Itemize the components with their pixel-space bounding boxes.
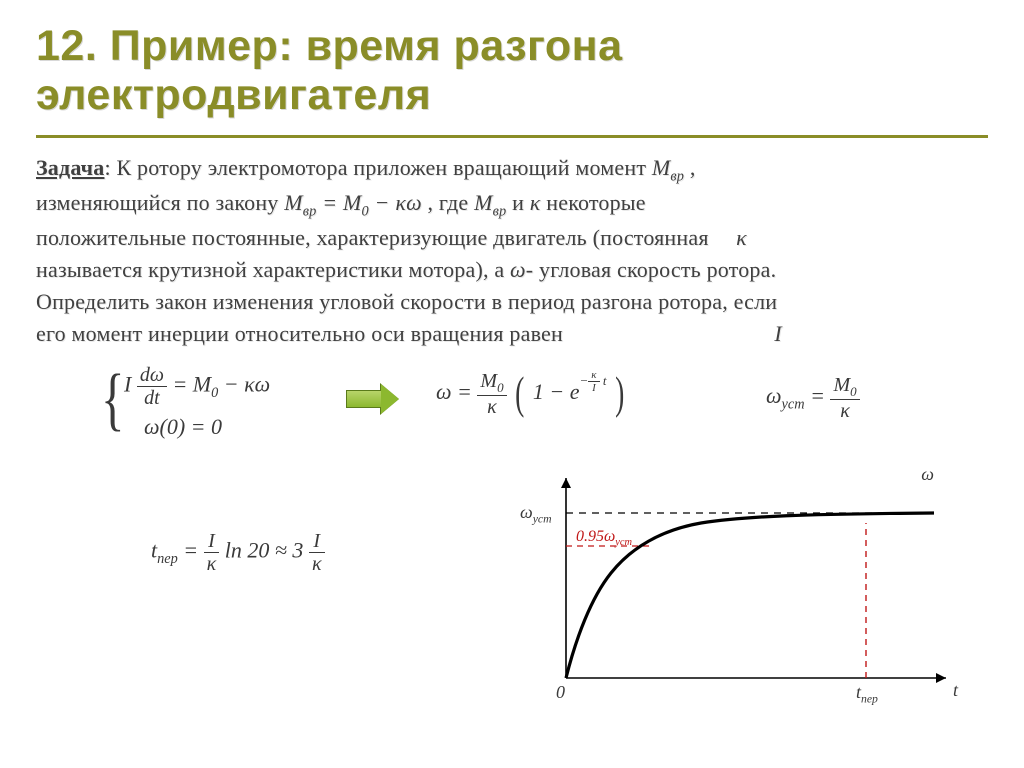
tper-label: tпер <box>856 682 878 706</box>
eq-tper: tпер = I κ ln 20 ≈ 3 I κ <box>151 530 325 575</box>
arrow-icon <box>346 384 400 414</box>
eq-solution: ω = M0 κ ( 1 − e−κI t ) <box>436 370 627 418</box>
p6: его момент инерции относительно оси вращ… <box>36 321 563 346</box>
title-rule <box>36 135 988 138</box>
sym-Mvr1: Mвр <box>652 155 684 180</box>
omega-t-chart: ω ωуст 0.95ωуст t 0 tпер <box>516 468 956 718</box>
sym-kappa1: κ <box>530 190 541 215</box>
brace-icon: { <box>101 360 125 440</box>
p2b: , где <box>428 190 475 215</box>
eq-law: Mвр = M0 − κω <box>284 190 427 215</box>
p1b: , <box>690 155 696 180</box>
task-label: Задача <box>36 155 104 180</box>
p4: называется крутизной характеристики мото… <box>36 257 510 282</box>
p2c: и <box>512 190 530 215</box>
eq-ic: ω(0) = 0 <box>144 414 222 440</box>
sym-kappa2: κ <box>736 225 747 250</box>
sym-I: I <box>774 321 782 346</box>
y-axis-label: ω <box>921 464 934 485</box>
eq-omega-ust: ωуст = M0 κ <box>766 374 860 422</box>
p2d: некоторые <box>546 190 646 215</box>
omega-ust-label: ωуст <box>520 502 552 526</box>
p1a: : К ротору электромотора приложен вращаю… <box>104 155 651 180</box>
point95-label: 0.95ωуст <box>576 528 632 548</box>
omega-desc: - угловая скорость ротора. <box>526 257 777 282</box>
origin-label: 0 <box>556 682 565 703</box>
p2a: изменяющийся по закону <box>36 190 284 215</box>
problem-text: Задача: К ротору электромотора приложен … <box>36 152 988 350</box>
sym-Mvr2: Mвр <box>474 190 506 215</box>
eq-ode: I dω dt = M0 − κω <box>124 364 270 409</box>
x-axis-label: t <box>953 680 958 701</box>
p3: положительные постоянные, характеризующи… <box>36 225 714 250</box>
slide-title: 12. Пример: время разгона электродвигате… <box>36 22 988 121</box>
equation-area: { I dω dt = M0 − κω ω(0) = 0 ω = M0 κ ( … <box>36 358 988 718</box>
p5: Определить закон изменения угловой скоро… <box>36 289 777 314</box>
sym-omega1: ω <box>510 257 526 282</box>
